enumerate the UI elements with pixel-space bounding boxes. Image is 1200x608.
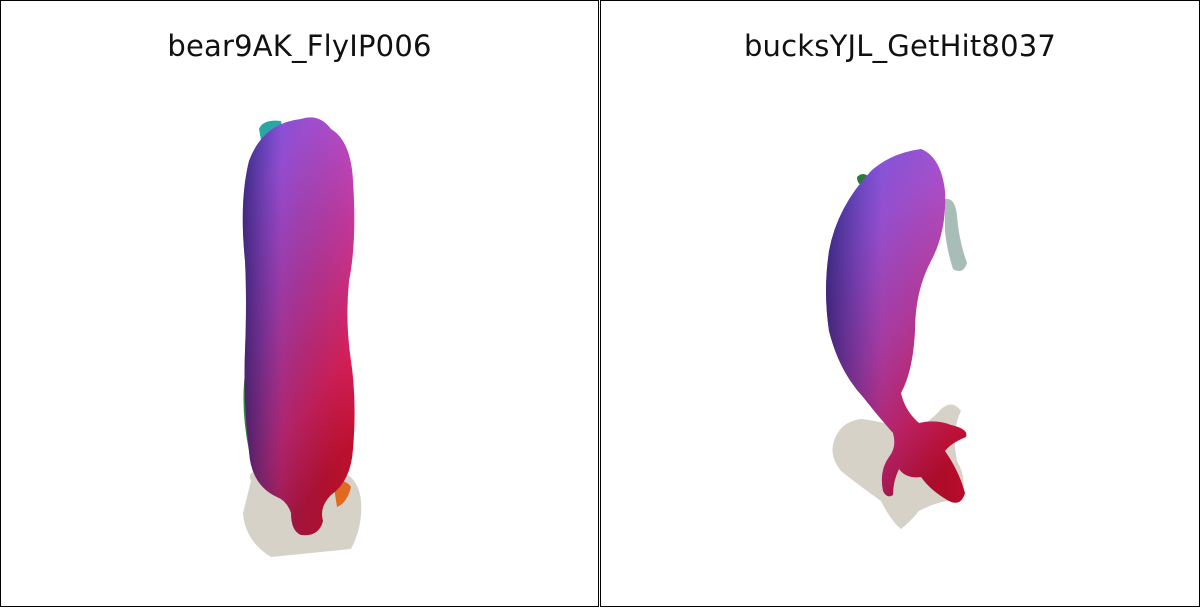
- limb-pale-right: [945, 198, 967, 271]
- mesh-render-left: [242, 117, 362, 557]
- panel-left: bear9AK_FlyIP006: [0, 0, 599, 607]
- panel-title-left: bear9AK_FlyIP006: [167, 29, 432, 63]
- mesh-render-right: [826, 149, 967, 529]
- panel-title-right: bucksYJL_GetHit8037: [743, 29, 1057, 63]
- panel-right: bucksYJL_GetHit8037: [600, 0, 1200, 607]
